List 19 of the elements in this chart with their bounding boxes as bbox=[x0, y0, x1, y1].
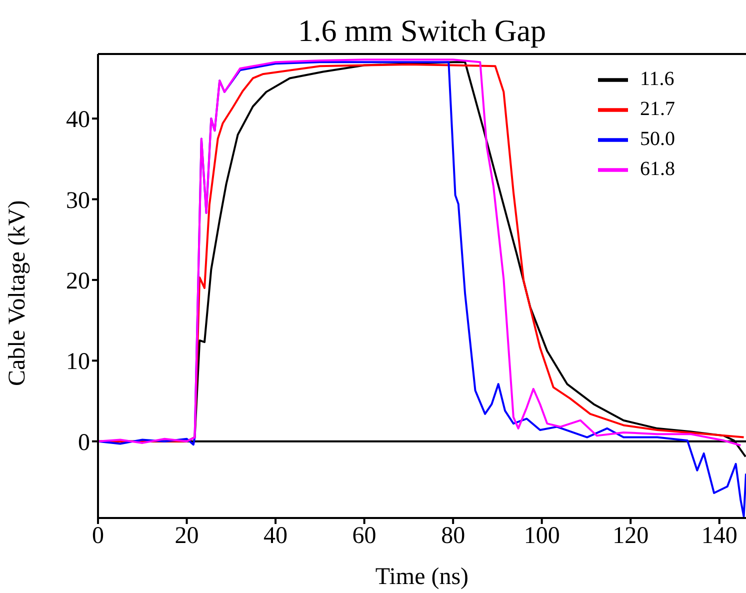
x-axis-title: Time (ns) bbox=[375, 564, 469, 590]
legend-label: 50.0 bbox=[639, 128, 675, 150]
chart-title: 1.6 mm Switch Gap bbox=[297, 12, 547, 50]
x-tick-label: 140 bbox=[701, 523, 738, 550]
x-tick-label: 20 bbox=[174, 523, 199, 550]
y-tick-label: 30 bbox=[66, 188, 90, 214]
x-tick-label: 40 bbox=[264, 523, 288, 550]
legend-label: 11.6 bbox=[639, 68, 674, 90]
x-tick-label: 80 bbox=[441, 523, 466, 550]
y-tick-label: 0 bbox=[78, 430, 90, 456]
x-tick-label: 120 bbox=[612, 523, 649, 550]
x-tick-label: 100 bbox=[524, 523, 560, 550]
legend-label: 61.8 bbox=[639, 158, 675, 180]
y-tick-label: 10 bbox=[66, 349, 90, 376]
legend-label: 21.7 bbox=[639, 98, 675, 120]
x-tick-label: 60 bbox=[352, 523, 376, 550]
y-tick-label: 20 bbox=[66, 268, 90, 294]
y-tick-label: 40 bbox=[66, 107, 90, 134]
y-axis-title: Cable Voltage (kV) bbox=[4, 200, 31, 386]
